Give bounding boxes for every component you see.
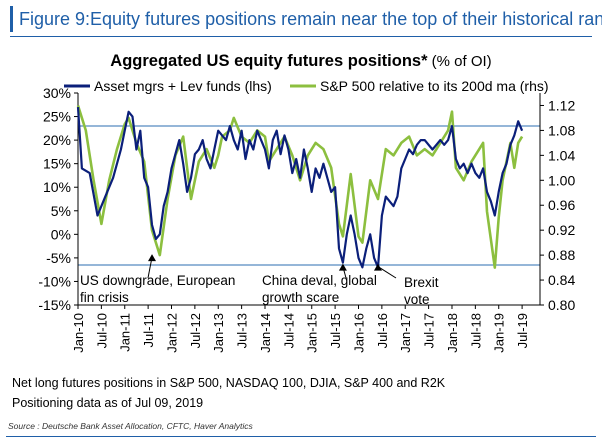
legend-label-spx-ma: S&P 500 relative to its 200d ma (rhs): [320, 78, 549, 94]
annotation-text: China deval, global: [262, 273, 377, 288]
right-tick-label: 0.96: [548, 197, 575, 213]
x-tick-label: Jan-12: [164, 313, 179, 353]
x-tick-label: Jan-19: [492, 313, 507, 353]
left-tick-label: 15%: [43, 156, 71, 172]
x-tick-label: Jan-18: [445, 313, 460, 353]
right-tick-label: 1.12: [548, 97, 575, 113]
annotation-text: fin crisis: [80, 290, 129, 305]
annotation-arrowhead-2: [373, 263, 382, 271]
x-tick-label: Jan-17: [398, 313, 413, 353]
source-note: Source : Deutsche Bank Asset Allocation,…: [8, 421, 253, 431]
annotation-arrowhead-1: [338, 263, 347, 271]
right-tick-label: 0.80: [548, 297, 575, 313]
x-tick-label: Jul-15: [328, 313, 343, 348]
series-line-spx-ma: [76, 105, 524, 269]
annotation-arrowhead-0: [148, 254, 157, 262]
annotation-text: growth scare: [262, 290, 339, 305]
x-tick-label: Jan-10: [71, 313, 86, 353]
equity-futures-chart: Aggregated US equity futures positions* …: [38, 52, 575, 353]
annotation-arrow-2: [377, 266, 397, 279]
left-tick-label: 0%: [51, 226, 71, 242]
left-tick-label: 20%: [43, 132, 71, 148]
title-rule: [10, 36, 592, 37]
left-tick-label: 30%: [43, 85, 71, 101]
x-tick-label: Jan-15: [305, 313, 320, 353]
footnote-date: Positioning data as of Jul 09, 2019: [12, 396, 204, 410]
left-tick-label: -15%: [38, 297, 71, 313]
legend-label-positions: Asset mgrs + Lev funds (lhs): [94, 78, 272, 94]
chart-title-row: Aggregated US equity futures positions* …: [110, 52, 491, 70]
left-tick-label: 10%: [43, 179, 71, 195]
left-tick-label: 25%: [43, 109, 71, 125]
chart-reference-lines: [78, 125, 540, 266]
bottom-rule: [6, 436, 596, 437]
chart-annotations: US downgrade, European fin crisis China de…: [80, 254, 439, 307]
x-tick-label: Jul-10: [94, 313, 109, 348]
x-tick-label: Jan-11: [118, 313, 133, 352]
x-tick-label: Jul-17: [422, 313, 437, 348]
right-tick-label: 1.04: [548, 147, 575, 163]
x-tick-label: Jan-16: [351, 313, 366, 353]
x-tick-label: Jul-12: [188, 313, 203, 348]
right-tick-label: 0.88: [548, 247, 575, 263]
x-tick-label: Jul-11: [141, 313, 156, 347]
annotation-text: vote: [404, 292, 430, 307]
right-tick-label: 1.00: [548, 172, 575, 188]
left-tick-label: -10%: [38, 273, 71, 289]
right-tick-label: 1.08: [548, 122, 575, 138]
chart-legend: Asset mgrs + Lev funds (lhs) S&P 500 rela…: [64, 78, 549, 94]
series-line-positions: [76, 107, 524, 269]
x-tick-label: Jan-14: [258, 313, 273, 353]
x-tick-label: Jul-16: [375, 313, 390, 348]
x-tick-label: Jul-14: [281, 313, 296, 348]
x-tick-label: Jul-13: [235, 313, 250, 348]
annotation-text: Brexit: [404, 275, 439, 290]
chart-title: Aggregated US equity futures positions* …: [110, 52, 491, 70]
x-tick-label: Jul-18: [468, 313, 483, 348]
figure-title: Figure 9:Equity futures positions remain…: [10, 6, 602, 32]
x-tick-label: Jan-13: [211, 313, 226, 353]
x-tick-label: Jul-19: [515, 313, 530, 348]
chart-series: [76, 105, 524, 269]
right-tick-label: 0.84: [548, 272, 575, 288]
left-tick-label: -5%: [46, 250, 71, 266]
footnote-positions: Net long futures positions in S&P 500, N…: [12, 376, 446, 390]
right-tick-label: 0.92: [548, 222, 575, 238]
chart-axes: 30% 25% 20% 15% 10% 5% 0% -5% -10% -15% 1.12 1.08 1.…: [38, 85, 575, 353]
annotation-text: US downgrade, European: [80, 273, 235, 288]
left-tick-label: 5%: [51, 203, 71, 219]
